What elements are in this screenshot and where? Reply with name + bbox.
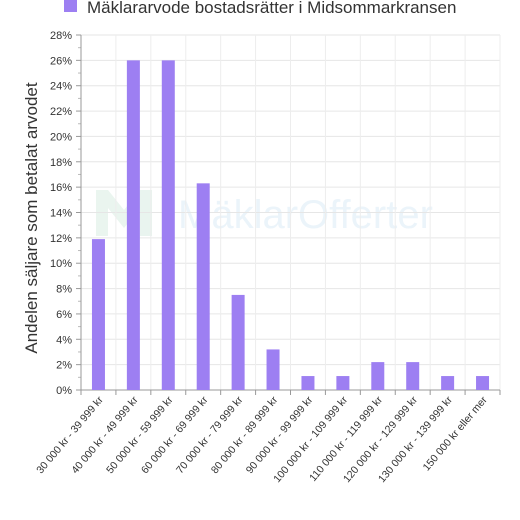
y-tick-label: 4% xyxy=(56,334,72,346)
bar[interactable] xyxy=(91,239,105,390)
y-tick-label: 6% xyxy=(56,309,72,321)
watermark-text: MäklarOfferter xyxy=(178,193,433,237)
x-tick-label: 30 000 kr - 39 999 kr xyxy=(34,394,106,476)
y-tick-labels: 0% 2% 4% 6% 8% 10% 12% 14% 16% 18% 20% 22% 24% 26% 28% xyxy=(50,30,72,397)
x-tick-label: 50 000 kr - 59 999 kr xyxy=(104,394,176,476)
bar[interactable] xyxy=(161,60,175,390)
axes xyxy=(76,34,501,395)
y-tick-label: 0% xyxy=(56,385,72,397)
bar[interactable] xyxy=(301,376,315,390)
y-tick-label: 22% xyxy=(50,106,72,118)
x-tick-label: 40 000 kr - 49 999 kr xyxy=(69,394,141,476)
y-tick-label: 26% xyxy=(50,55,72,67)
y-tick-label: 24% xyxy=(50,81,72,93)
bar[interactable] xyxy=(406,362,420,390)
y-tick-label: 8% xyxy=(56,284,72,296)
bar[interactable] xyxy=(476,376,490,390)
x-tick-label: 70 000 kr - 79 999 kr xyxy=(174,394,246,476)
y-tick-label: 12% xyxy=(50,233,72,245)
x-tick-label: 60 000 kr - 69 999 kr xyxy=(139,394,211,476)
x-tick-label: 80 000 kr - 89 999 kr xyxy=(209,394,281,476)
y-tick-label: 18% xyxy=(50,157,72,169)
bar[interactable] xyxy=(126,60,140,390)
watermark-logo: MäklarOfferter xyxy=(96,190,433,237)
x-tick-label: 90 000 kr - 99 999 kr xyxy=(244,394,316,476)
grid-lines xyxy=(80,34,501,391)
bars xyxy=(91,60,490,390)
legend-swatch xyxy=(64,0,77,12)
legend-label: Mäklararvode bostadsrätter i Midsommarkr… xyxy=(87,0,456,17)
bar[interactable] xyxy=(196,183,210,390)
y-axis-label: Andelen säljare som betalat arvodet xyxy=(22,82,41,353)
bar[interactable] xyxy=(231,294,245,390)
bar[interactable] xyxy=(266,349,280,390)
x-tick-label: 150 000 kr eller mer xyxy=(421,394,491,474)
y-tick-label: 10% xyxy=(50,258,72,270)
bar[interactable] xyxy=(441,376,455,390)
legend[interactable]: Mäklararvode bostadsrätter i Midsommarkr… xyxy=(64,0,456,17)
bar[interactable] xyxy=(371,362,385,390)
y-tick-label: 16% xyxy=(50,182,72,194)
y-tick-label: 20% xyxy=(50,131,72,143)
y-tick-label: 2% xyxy=(56,360,72,372)
y-tick-label: 14% xyxy=(50,208,72,220)
bar[interactable] xyxy=(336,376,350,390)
y-tick-label: 28% xyxy=(50,30,72,42)
